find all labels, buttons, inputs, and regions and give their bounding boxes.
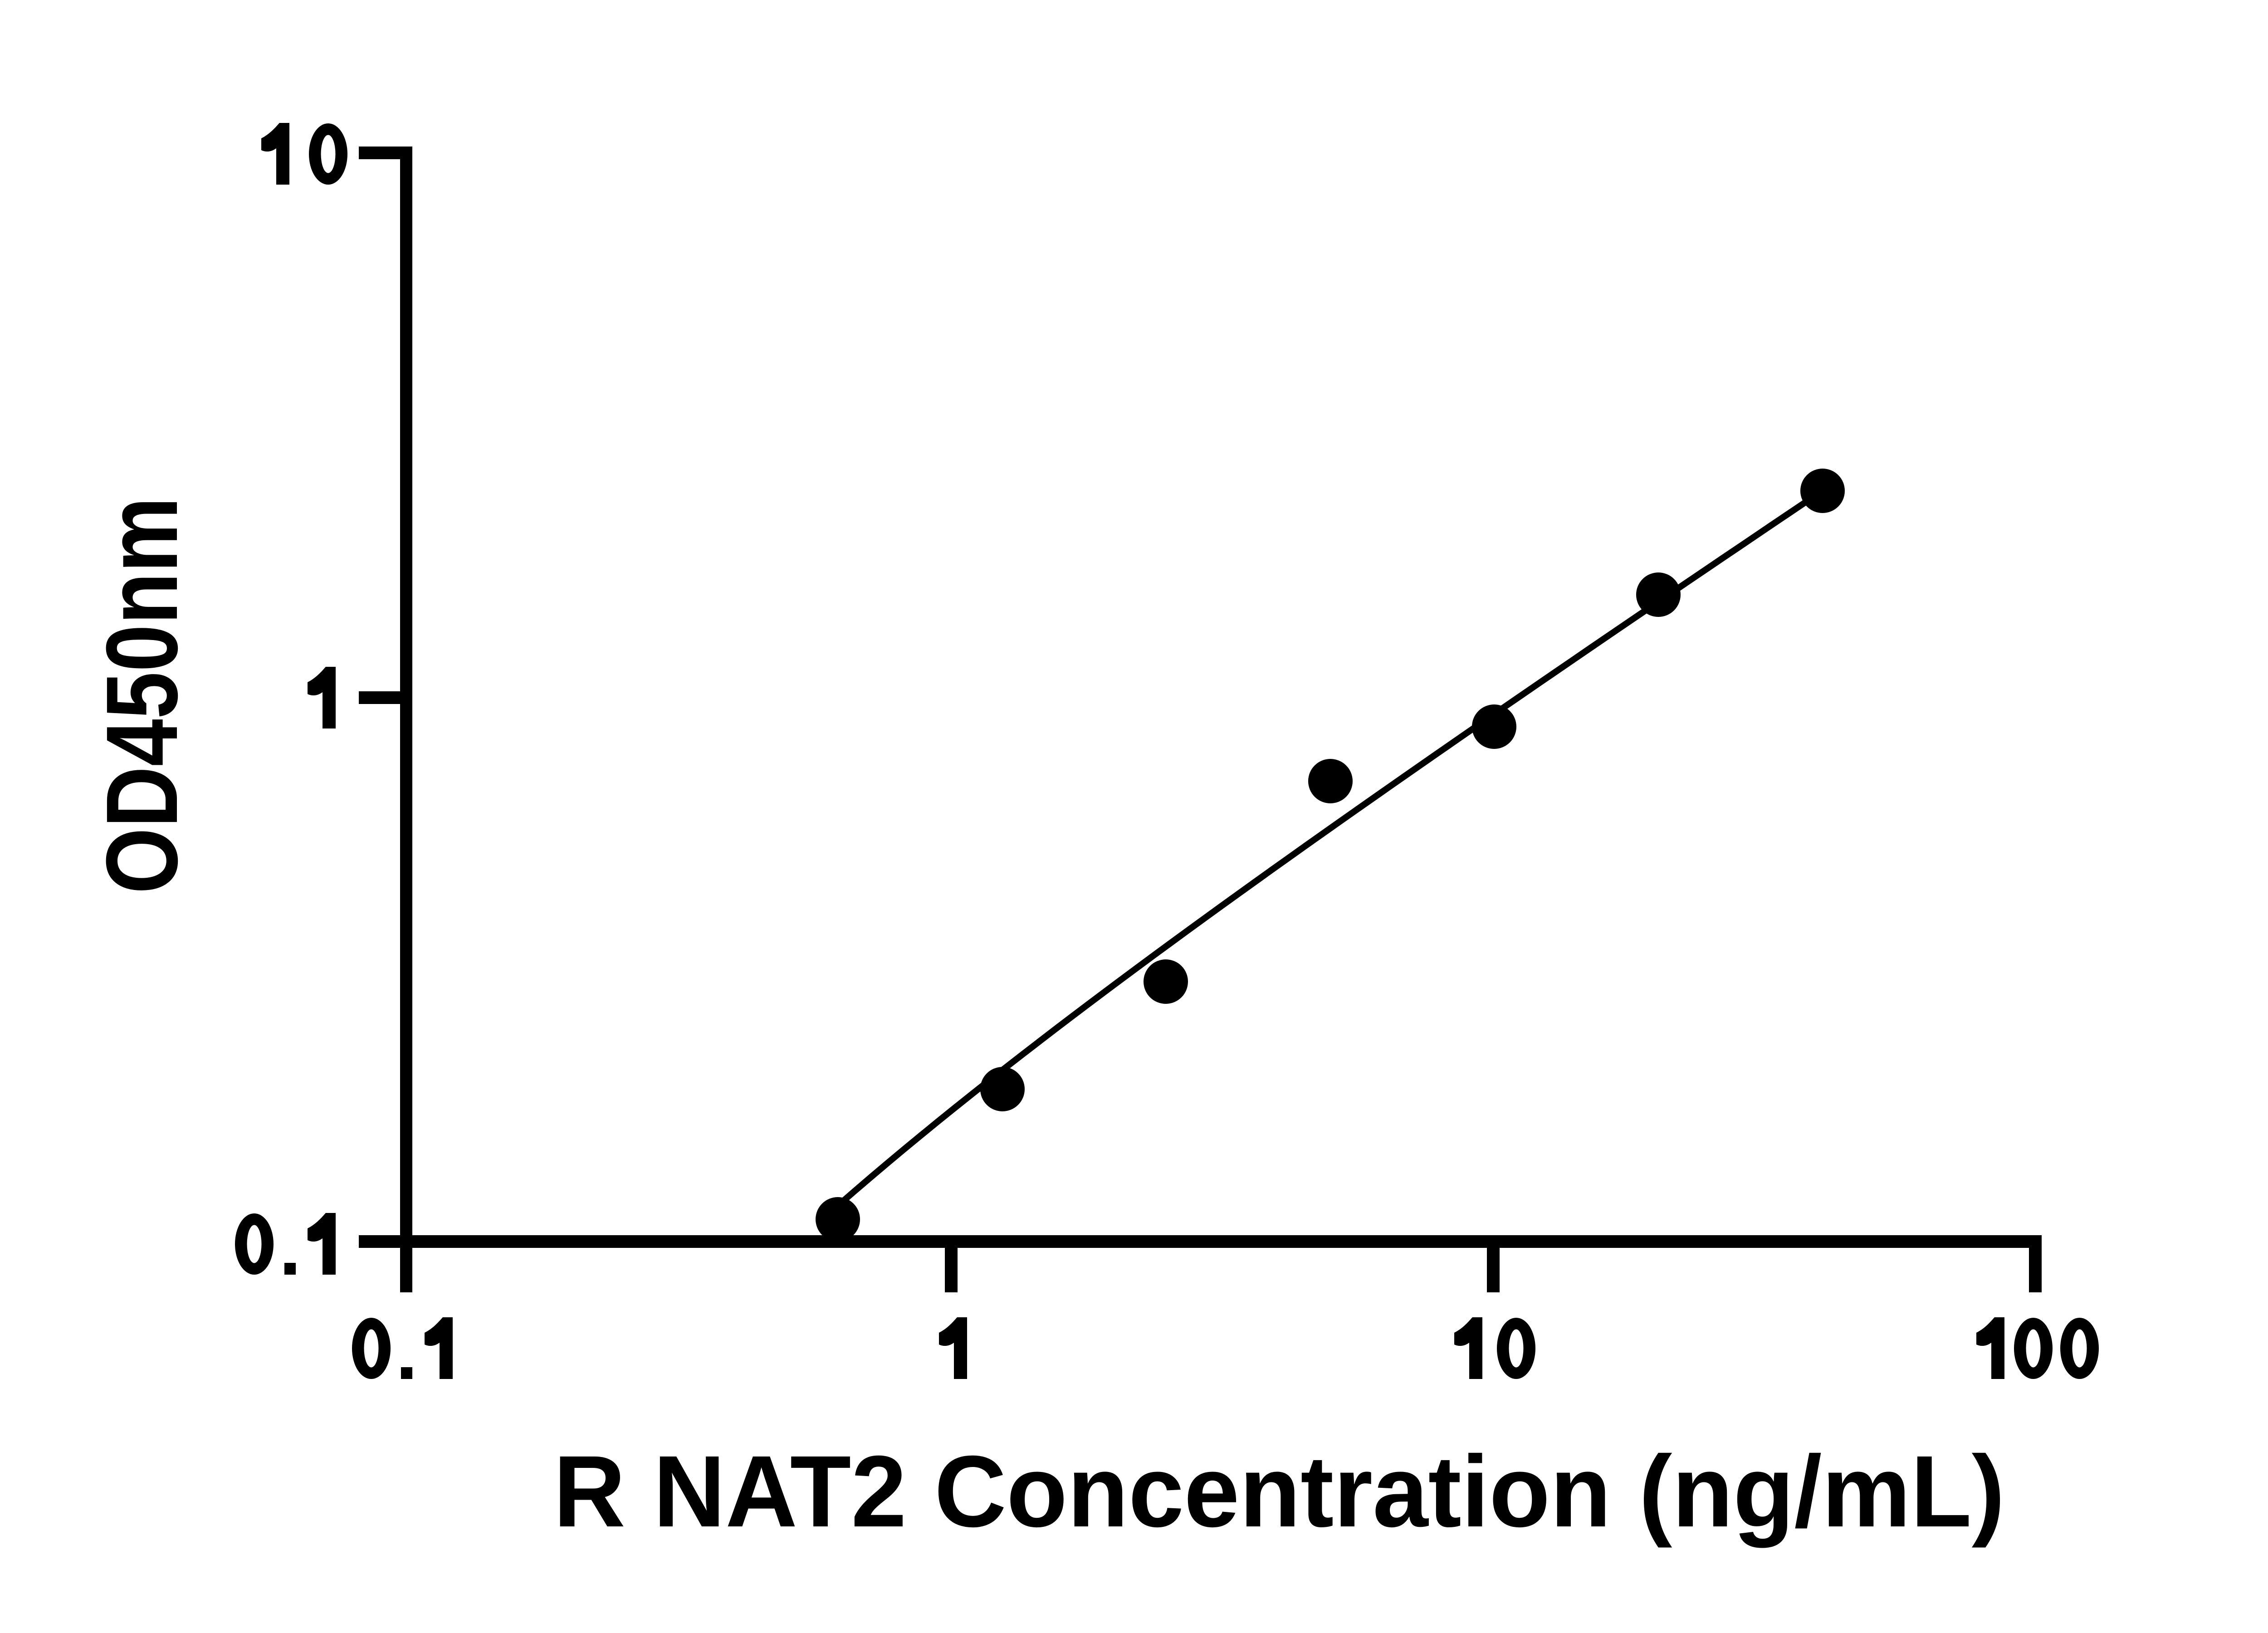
svg-text:OD450nm: OD450nm — [85, 497, 199, 894]
svg-text:R NAT2 Concentration (ng/mL): R NAT2 Concentration (ng/mL) — [553, 1435, 2005, 1548]
